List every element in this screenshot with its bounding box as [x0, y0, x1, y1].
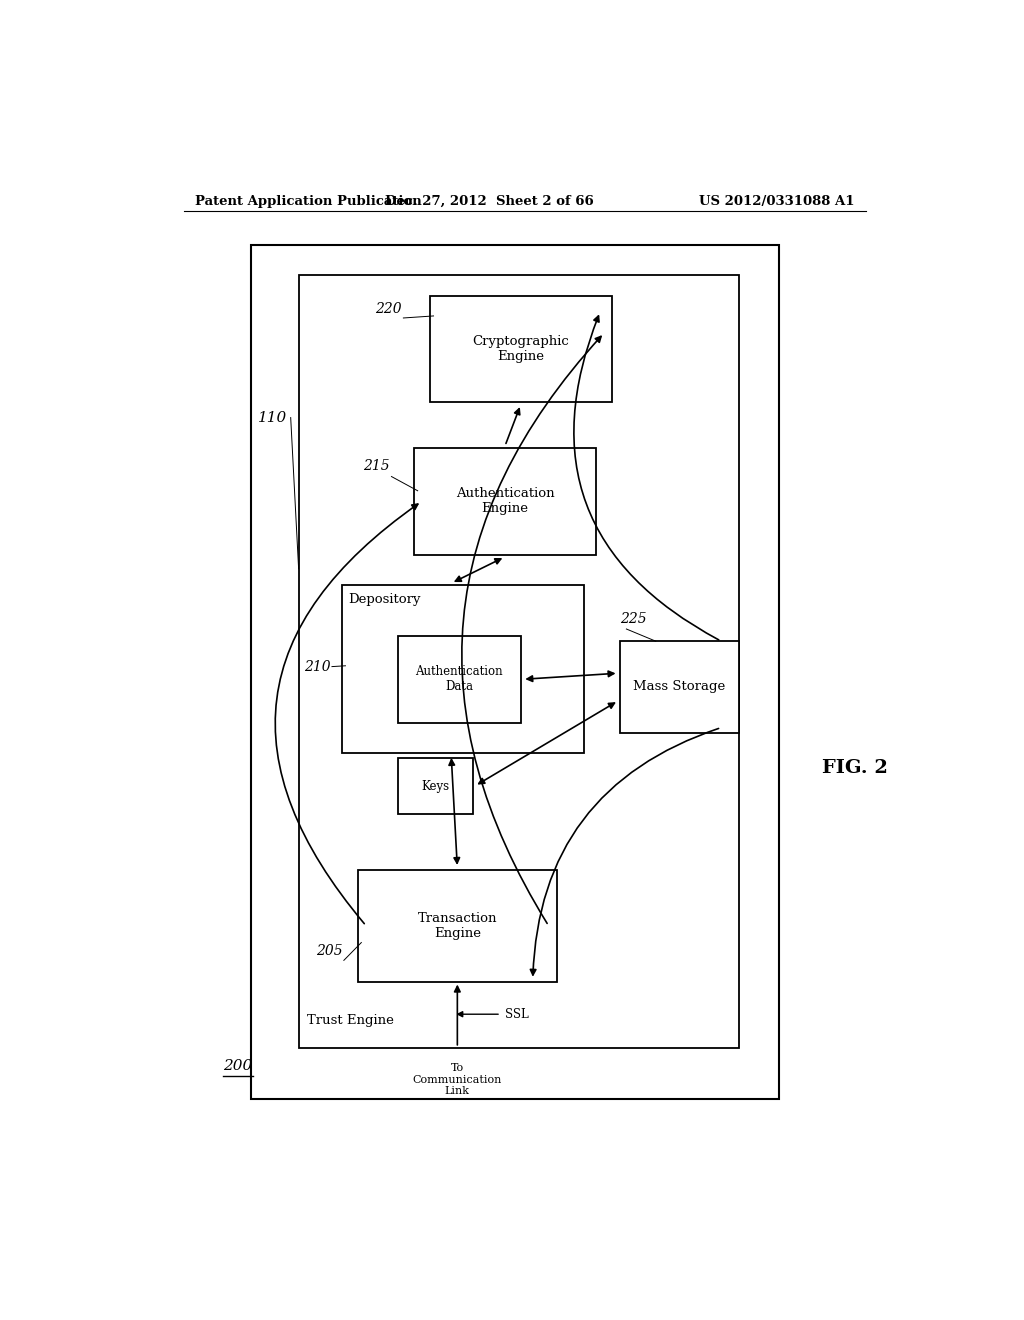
Text: Authentication
Data: Authentication Data	[416, 665, 503, 693]
Text: Trust Engine: Trust Engine	[306, 1015, 393, 1027]
Text: SSL: SSL	[505, 1007, 528, 1020]
Text: 110: 110	[257, 411, 287, 425]
Bar	[251, 244, 778, 1098]
Text: FIG. 2: FIG. 2	[822, 759, 888, 777]
Text: Dec. 27, 2012  Sheet 2 of 66: Dec. 27, 2012 Sheet 2 of 66	[385, 195, 594, 209]
Bar	[358, 870, 557, 982]
Text: Patent Application Publication: Patent Application Publication	[196, 195, 422, 209]
Bar	[342, 585, 585, 752]
Text: US 2012/0331088 A1: US 2012/0331088 A1	[698, 195, 854, 209]
Text: To
Communication
Link: To Communication Link	[413, 1063, 502, 1096]
Bar	[299, 276, 739, 1048]
Text: 215: 215	[364, 459, 390, 474]
Text: Authentication
Engine: Authentication Engine	[456, 487, 554, 515]
Bar	[430, 296, 612, 403]
Text: Mass Storage: Mass Storage	[634, 680, 726, 693]
Text: Cryptographic
Engine: Cryptographic Engine	[472, 335, 569, 363]
Text: 210: 210	[304, 660, 331, 673]
Text: Keys: Keys	[422, 780, 450, 792]
Bar	[414, 447, 596, 554]
Text: 225: 225	[620, 612, 647, 626]
Text: 205: 205	[315, 944, 342, 958]
Text: Transaction
Engine: Transaction Engine	[418, 912, 497, 940]
Bar	[620, 642, 739, 733]
Text: Depository: Depository	[348, 594, 421, 606]
Bar	[397, 636, 521, 722]
Text: 200: 200	[223, 1059, 253, 1073]
Text: 220: 220	[375, 302, 401, 315]
Bar	[397, 758, 473, 814]
